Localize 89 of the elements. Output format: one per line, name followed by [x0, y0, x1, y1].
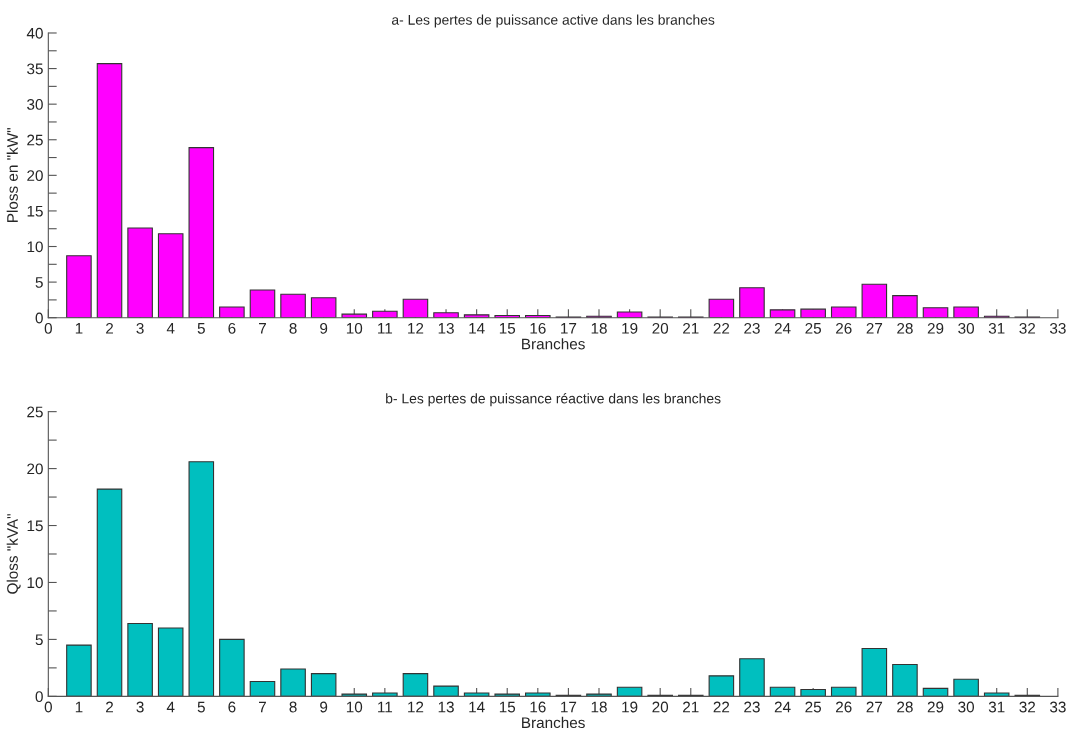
x-tick-label: 0 [44, 701, 52, 713]
x-tick-label: 23 [744, 701, 760, 713]
y-axis-title: Ploss en "kW" [6, 128, 18, 222]
y-tick-label: 20 [27, 170, 43, 182]
x-tick-label: 8 [289, 701, 297, 713]
x-tick-label: 18 [591, 322, 607, 334]
y-tick-label: 25 [27, 134, 43, 146]
x-tick-label: 10 [346, 701, 363, 713]
y-tick-label: 35 [27, 63, 43, 75]
x-tick-label: 32 [1019, 701, 1036, 713]
x-tick-label: 9 [320, 701, 328, 713]
x-tick-label: 8 [289, 322, 297, 334]
x-tick-label: 26 [836, 322, 852, 334]
x-tick-label: 3 [136, 701, 144, 713]
x-tick-label: 15 [499, 323, 516, 334]
x-tick-label: 5 [197, 323, 205, 334]
x-tick-label: 17 [561, 701, 577, 713]
x-tick-label: 28 [897, 322, 913, 334]
chart-title: b- Les pertes de puissance réactive dans les branches [386, 393, 721, 407]
y-tick-label: 25 [27, 406, 43, 418]
x-tick-label: 2 [106, 701, 113, 713]
x-tick-label: 22 [713, 701, 730, 713]
y-tick-label: 30 [27, 99, 43, 110]
x-tick-label: 5 [197, 701, 205, 713]
x-tick-label: 6 [228, 322, 236, 334]
x-tick-label: 14 [469, 323, 485, 334]
x-tick-label: 28 [897, 701, 913, 713]
y-tick-label: 15 [27, 520, 43, 532]
x-tick-label: 16 [530, 701, 546, 713]
x-tick-label: 13 [438, 322, 454, 334]
x-tick-label: 31 [988, 322, 1005, 334]
x-tick-label: 27 [866, 322, 883, 334]
x-tick-label: 24 [774, 322, 791, 334]
x-tick-label: 7 [259, 323, 266, 334]
x-tick-label: 1 [75, 323, 83, 334]
x-tick-label: 4 [166, 323, 175, 334]
x-axis-title: Branches [522, 716, 585, 729]
chart-title: a- Les pertes de puissance active dans les branches [391, 14, 715, 28]
x-tick-label: 33 [1049, 322, 1066, 334]
x-tick-label: 29 [927, 322, 944, 334]
x-tick-label: 25 [805, 322, 822, 334]
x-tick-label: 30 [958, 701, 975, 713]
x-tick-label: 21 [683, 322, 699, 334]
x-tick-label: 11 [378, 323, 393, 334]
x-tick-label: 27 [866, 701, 883, 713]
x-tick-label: 4 [166, 701, 175, 713]
y-tick-label: 15 [27, 205, 43, 217]
x-tick-label: 11 [378, 701, 393, 713]
x-tick-label: 13 [438, 701, 454, 713]
x-tick-label: 9 [320, 322, 328, 334]
x-tick-label: 22 [713, 322, 730, 334]
y-tick-label: 0 [35, 691, 43, 703]
y-axis-title: Qloss "kVA" [6, 514, 21, 594]
y-tick-label: 10 [27, 577, 43, 589]
x-tick-label: 19 [622, 322, 638, 334]
y-tick-label: 10 [27, 241, 43, 253]
x-tick-label: 7 [259, 701, 266, 713]
x-tick-label: 19 [622, 701, 638, 713]
x-tick-label: 12 [408, 701, 424, 713]
x-tick-label: 20 [652, 701, 669, 713]
x-tick-label: 16 [530, 322, 546, 334]
x-tick-label: 25 [805, 701, 822, 713]
x-tick-label: 31 [988, 701, 1005, 713]
x-tick-label: 26 [836, 701, 852, 713]
x-tick-label: 0 [44, 322, 52, 334]
x-tick-label: 3 [136, 322, 144, 334]
x-tick-label: 12 [408, 322, 424, 334]
x-axis-title: Branches [522, 338, 585, 350]
x-tick-label: 14 [469, 701, 485, 713]
x-tick-label: 30 [958, 322, 975, 334]
x-tick-label: 6 [228, 701, 236, 713]
x-tick-label: 24 [774, 701, 791, 713]
x-tick-label: 17 [561, 323, 577, 334]
y-tick-label: 5 [35, 634, 43, 646]
x-tick-label: 21 [683, 701, 699, 713]
x-tick-label: 32 [1019, 322, 1036, 334]
x-tick-label: 15 [499, 701, 516, 713]
x-tick-label: 2 [106, 322, 113, 334]
y-tick-label: 20 [27, 463, 43, 475]
x-tick-label: 1 [75, 701, 83, 713]
x-tick-label: 18 [591, 701, 607, 713]
y-tick-label: 0 [35, 312, 43, 324]
y-tick-label: 5 [35, 277, 43, 288]
x-tick-label: 20 [652, 322, 669, 334]
x-tick-label: 29 [927, 701, 944, 713]
x-tick-label: 23 [744, 322, 760, 334]
y-tick-label: 40 [26, 27, 43, 39]
x-tick-label: 10 [346, 322, 363, 334]
x-tick-label: 33 [1049, 701, 1066, 713]
